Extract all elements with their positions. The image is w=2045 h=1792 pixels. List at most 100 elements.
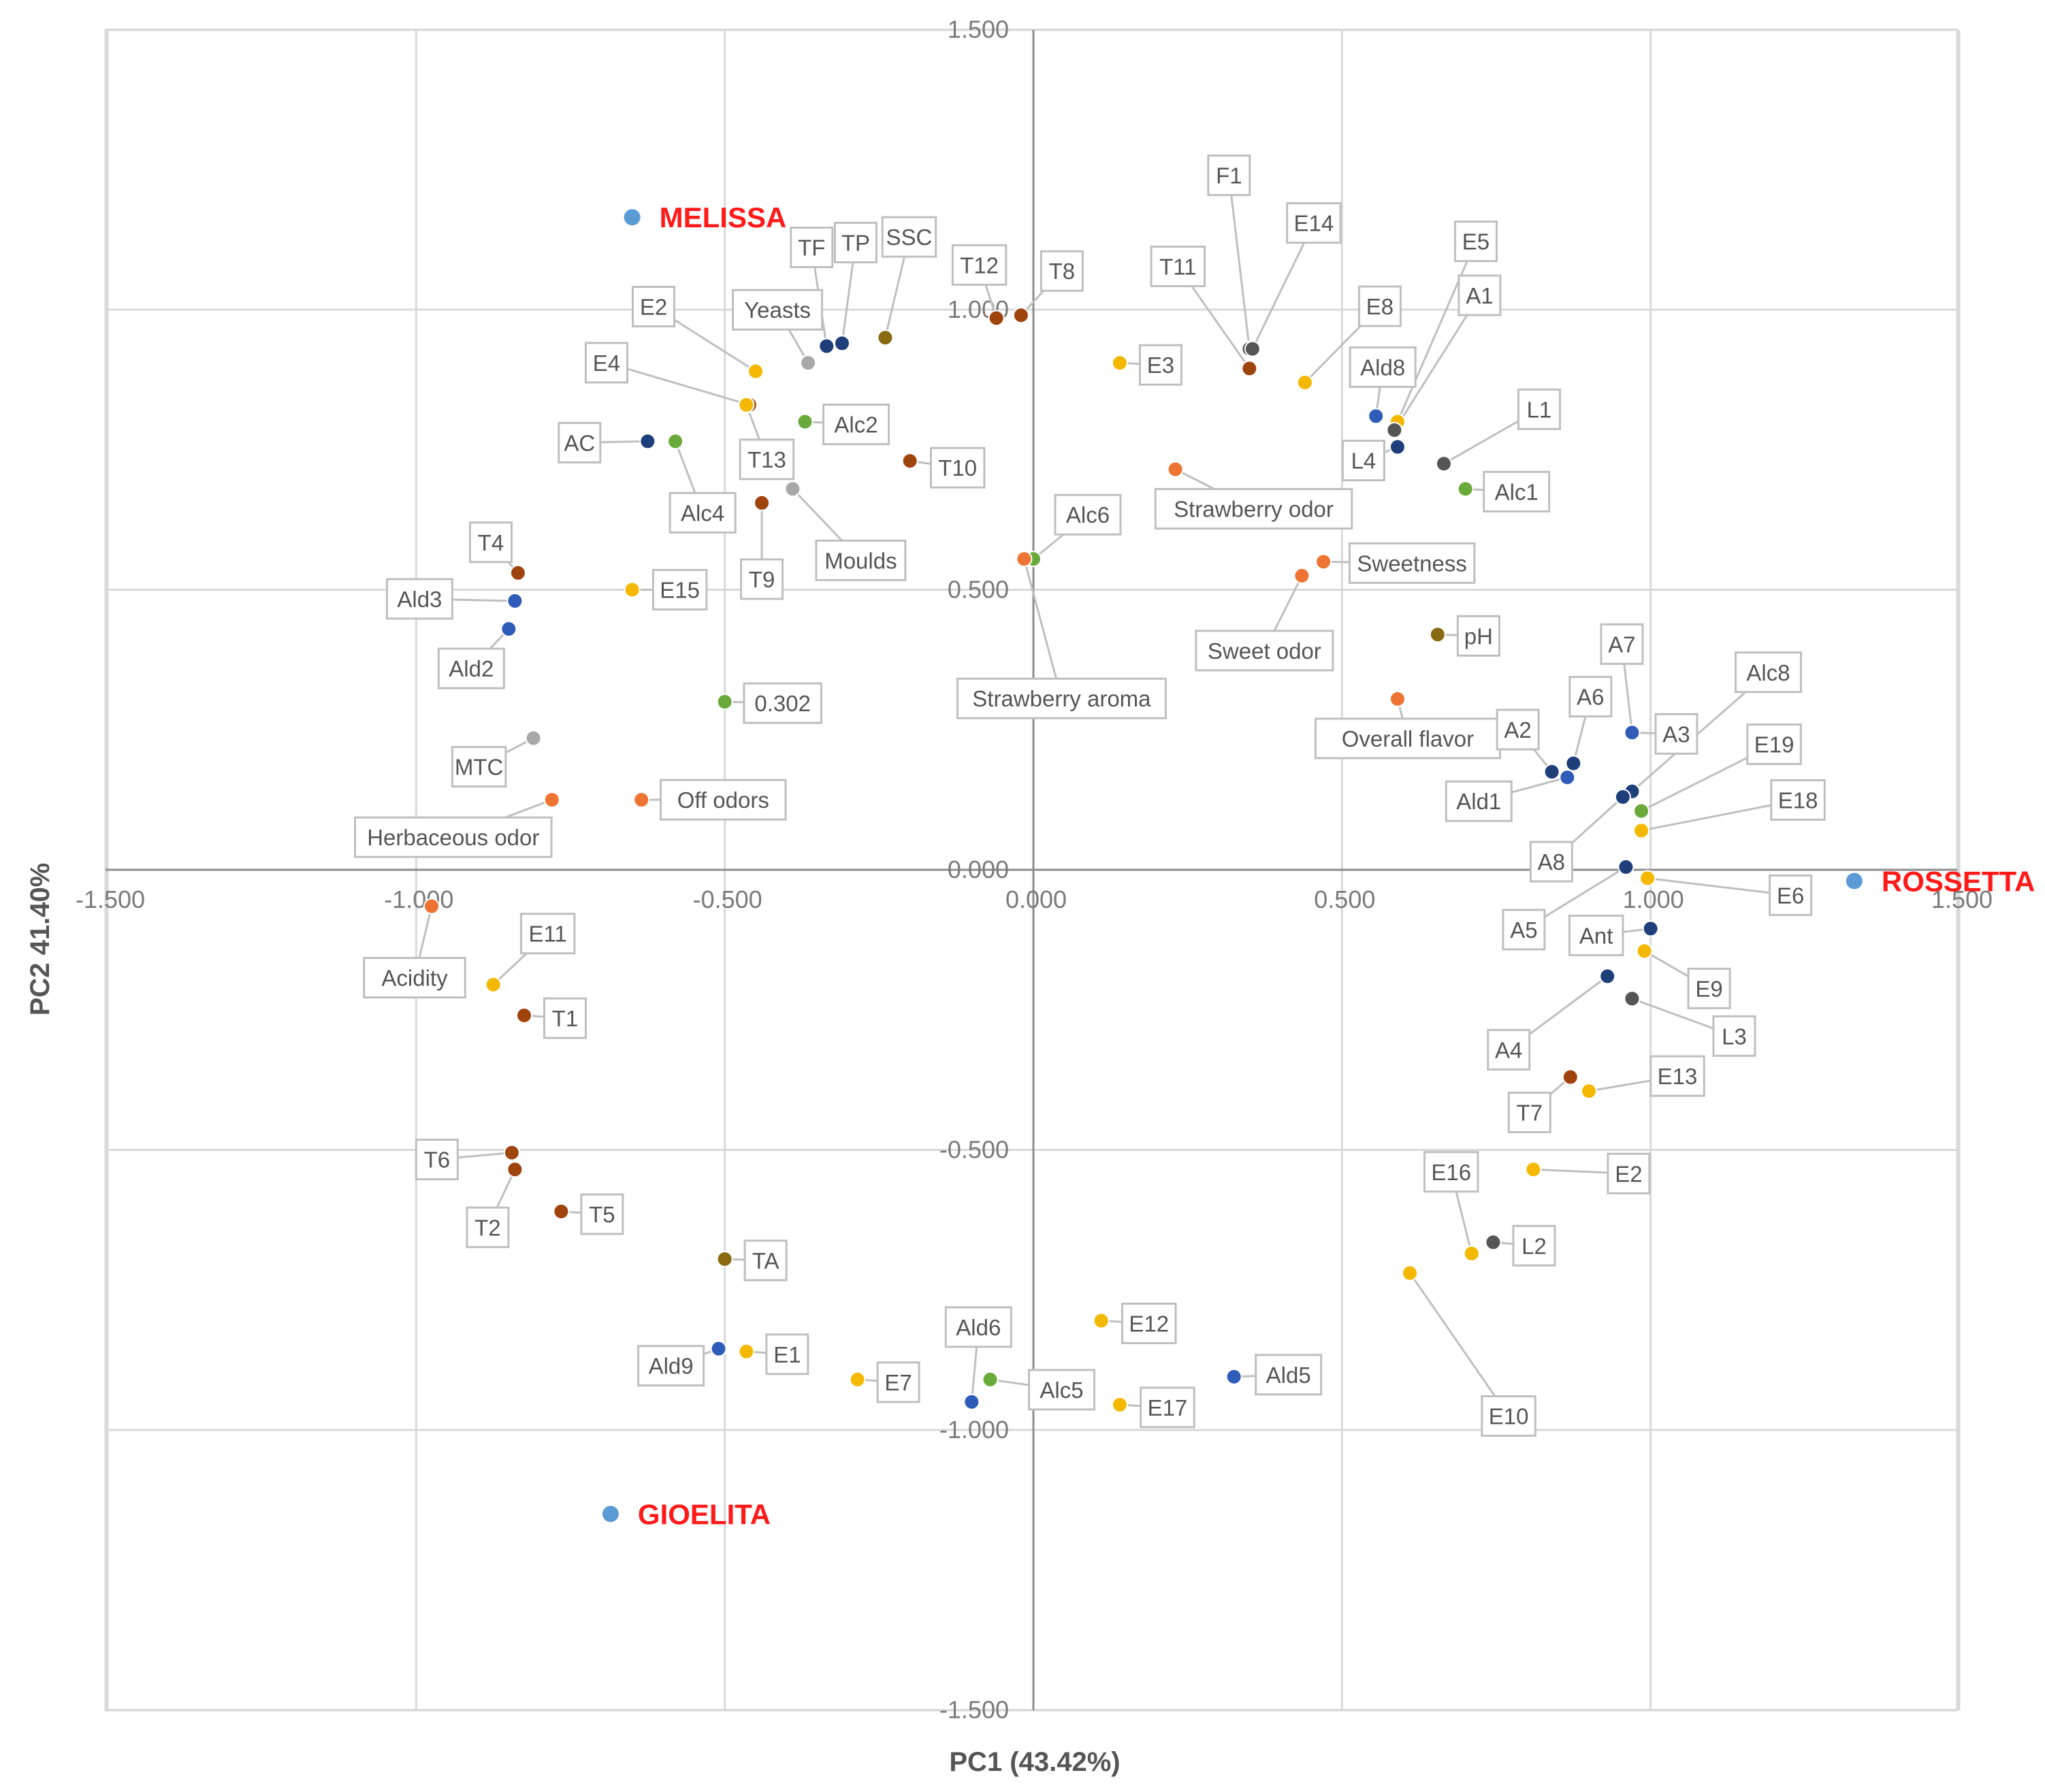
point-label: Alc4 xyxy=(681,500,724,525)
data-point xyxy=(1624,990,1641,1007)
point-label-box xyxy=(1195,630,1334,672)
point-label: E9 xyxy=(1695,976,1722,1001)
point-label-box xyxy=(739,438,795,480)
data-point xyxy=(747,363,764,380)
data-point xyxy=(1315,553,1332,570)
data-point xyxy=(553,1203,570,1220)
data-point xyxy=(633,792,650,809)
data-point xyxy=(1633,822,1650,839)
point-label: Ald3 xyxy=(397,587,442,612)
leader-line xyxy=(1394,295,1481,431)
point-label-box xyxy=(1568,914,1624,956)
point-label-box xyxy=(1207,154,1251,197)
point-label: T11 xyxy=(1159,254,1196,279)
point-label: T5 xyxy=(589,1202,615,1227)
data-point xyxy=(624,581,641,598)
data-point xyxy=(1642,920,1659,937)
point-label: L1 xyxy=(1527,397,1552,422)
data-point xyxy=(877,329,894,346)
point-label-box xyxy=(740,558,784,600)
data-point xyxy=(1296,374,1313,391)
point-label: Alc8 xyxy=(1746,660,1790,685)
point-label-box xyxy=(466,1206,510,1248)
point-label: E7 xyxy=(884,1370,912,1395)
point-label-box xyxy=(1349,346,1417,388)
point-label-box xyxy=(1341,440,1385,482)
point-label-box xyxy=(1140,1386,1195,1429)
point-label-box xyxy=(1314,717,1501,760)
point-label: Strawberry odor xyxy=(1174,497,1334,522)
data-point xyxy=(1111,355,1128,372)
point-label-box xyxy=(1054,493,1122,536)
data-point xyxy=(1241,360,1258,377)
point-label: AC xyxy=(564,430,595,455)
point-label: E2 xyxy=(1615,1161,1642,1186)
point-label: A5 xyxy=(1510,917,1537,943)
point-label: Alc2 xyxy=(834,412,877,438)
data-points xyxy=(423,307,1659,1413)
point-label: Ald8 xyxy=(1360,355,1405,380)
data-point xyxy=(1389,438,1406,455)
point-label: E16 xyxy=(1431,1160,1471,1185)
point-label: MTC xyxy=(455,755,503,780)
point-label: Sweetness xyxy=(1357,551,1466,576)
point-label: E13 xyxy=(1658,1064,1698,1089)
point-label: E2 xyxy=(640,295,667,320)
point-label-box xyxy=(1712,1015,1756,1057)
point-label-box xyxy=(1456,615,1500,657)
point-label: Ald1 xyxy=(1456,789,1501,814)
point-label-box xyxy=(1568,676,1613,718)
data-point xyxy=(1525,1161,1542,1178)
point-label-box xyxy=(1496,708,1540,751)
data-point xyxy=(901,453,918,470)
point-label: Sweet odor xyxy=(1208,638,1321,664)
tick-labels: -1.500 -1.000 -0.500 0.000 0.500 1.000 1.500 -1… xyxy=(76,16,1993,1724)
point-label: E19 xyxy=(1754,732,1794,757)
point-label: A4 xyxy=(1495,1037,1522,1062)
point-label-box xyxy=(558,421,602,463)
grid-lines xyxy=(104,29,1961,1712)
point-label: E17 xyxy=(1148,1395,1188,1420)
point-label-box xyxy=(1154,488,1353,530)
point-label-box xyxy=(1255,1354,1323,1396)
point-label: T10 xyxy=(938,455,977,480)
point-label: T1 xyxy=(552,1006,579,1031)
data-point xyxy=(1559,769,1576,786)
data-point xyxy=(1639,870,1656,887)
sample-points: MELISSA ROSSETTA GIOELITA xyxy=(602,201,2035,1530)
point-label: Ald5 xyxy=(1266,1363,1311,1388)
point-label-box xyxy=(1507,1092,1551,1134)
data-point xyxy=(506,592,524,609)
data-point xyxy=(1016,551,1033,568)
point-label-box xyxy=(1423,1151,1479,1193)
y-axis-title: PC2 41.40% xyxy=(25,863,55,1016)
point-label-box xyxy=(1600,623,1644,665)
data-point xyxy=(796,413,814,430)
point-label-box xyxy=(1483,470,1551,512)
point-label: E11 xyxy=(529,922,567,947)
point-label: Herbaceous odor xyxy=(367,825,539,850)
point-label: E8 xyxy=(1366,294,1394,319)
point-label-box xyxy=(1529,841,1573,883)
point-label: F1 xyxy=(1216,163,1242,189)
point-label-box xyxy=(765,1333,809,1375)
point-label-box xyxy=(1348,542,1476,584)
point-label: A3 xyxy=(1662,721,1690,747)
point-label-box xyxy=(415,1139,459,1181)
point-labels: E2 E4 Yeasts TF TP SSC T12 T8 AC Alc4 T13 Alc2 T10 T9… xyxy=(354,154,1826,1437)
axes xyxy=(106,30,1957,1710)
point-label-box xyxy=(1734,651,1802,694)
point-label: A6 xyxy=(1577,685,1604,710)
data-point xyxy=(1386,421,1403,438)
sample-label: ROSSETTA xyxy=(1882,865,2035,897)
data-point xyxy=(1485,1234,1502,1251)
y-tick-label: -1.500 xyxy=(939,1696,1009,1724)
data-point xyxy=(423,898,440,915)
y-tick-label: 0.000 xyxy=(948,856,1009,883)
data-point xyxy=(506,1161,524,1178)
data-point xyxy=(1293,567,1310,584)
sample-point xyxy=(624,209,641,226)
point-label: Overall flavor xyxy=(1342,726,1474,751)
point-label-box xyxy=(363,956,466,998)
